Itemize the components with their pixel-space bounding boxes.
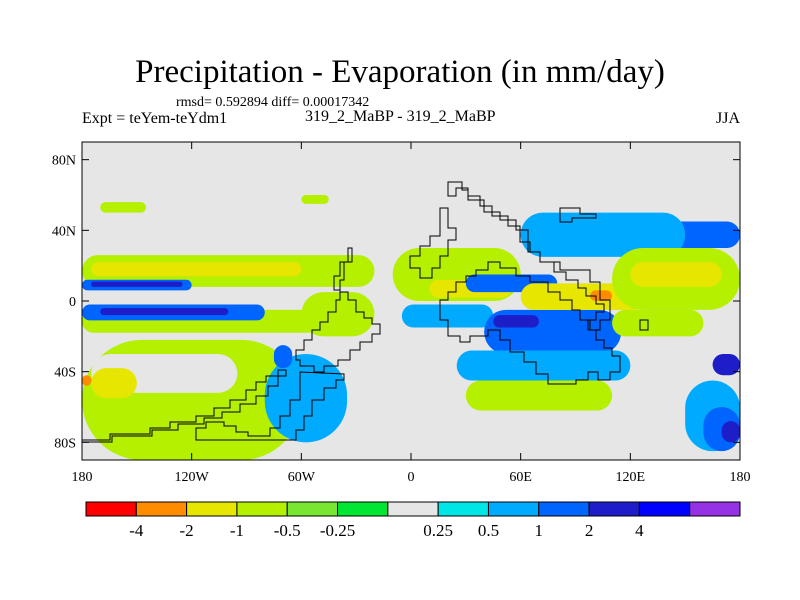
colorbar-swatch: [387, 501, 439, 517]
lon-tick-label: 180: [72, 470, 93, 485]
field-southeast-pacific-darkblue: [712, 354, 740, 376]
colorbar-swatch: [135, 501, 188, 517]
field-pacific-north-yellow: [630, 262, 722, 287]
rmsd-stats: rmsd= 0.592894 diff= 0.00017342: [176, 95, 370, 110]
lat-tick-label: 40S: [54, 366, 76, 381]
experiment-label: Expt = teYem-teYdm1: [82, 110, 228, 127]
colorbar-swatch: [487, 501, 540, 517]
field-indian-ocean-darkblue: [493, 315, 539, 328]
colorbar-label: -1: [230, 521, 244, 540]
colorbar-swatch: [236, 501, 288, 517]
field-south-pacific-yellow: [91, 368, 137, 399]
field-pacific-south-green: [612, 309, 704, 337]
lon-tick-label: 60E: [509, 470, 532, 485]
lat-tick-label: 80S: [54, 436, 76, 451]
season-label: JJA: [716, 110, 741, 127]
colorbar-swatch: [286, 501, 339, 517]
colorbar-label: -0.25: [320, 521, 355, 540]
lon-tick-label: 0: [408, 470, 415, 485]
field-south-pacific-orange: [82, 375, 92, 386]
field-north-atlantic-green: [301, 195, 329, 204]
field-north-asia-cyan: [520, 212, 686, 257]
lon-tick-label: 120E: [616, 470, 646, 485]
lon-tick-label: 180: [730, 470, 751, 485]
colorbar-label: 1: [535, 521, 544, 540]
lat-tick-label: 80N: [52, 154, 76, 169]
field-africa-cyan: [401, 304, 494, 328]
lat-tick-label: 40N: [52, 224, 76, 239]
colorbar-label: 0.25: [423, 521, 453, 540]
field-indian-ocean-green: [465, 380, 613, 411]
colorbar-swatch: [588, 501, 640, 517]
colorbar-swatch: [85, 501, 137, 517]
coastline-outline: [81, 181, 649, 443]
lon-tick-label: 120W: [175, 470, 210, 485]
colorbar-label: -0.5: [274, 521, 301, 540]
colorbar-swatch: [186, 501, 238, 517]
field-band-south-darkblue: [100, 308, 229, 316]
colorbar-swatch: [337, 501, 389, 517]
colorbar-swatch: [689, 501, 741, 517]
contour-fields: [82, 195, 740, 460]
field-band-north-darkblue: [91, 281, 183, 287]
colorbar-label: 0.5: [478, 521, 499, 540]
colorbar-swatch: [638, 501, 691, 517]
colorbar-swatch: [538, 501, 590, 517]
chart-title: Precipitation - Evaporation (in mm/day): [135, 54, 665, 90]
case-names-label: 319_2_MaBP - 319_2_MaBP: [305, 108, 496, 125]
colorbar-label: 2: [585, 521, 594, 540]
colorbar: -4 -2 -1 -0.5 -0.25 0.25 0.5 1 2 4: [85, 501, 741, 540]
field-north-pacific-green: [100, 202, 146, 213]
field-southeast-pacific-darkblue-2: [721, 421, 740, 443]
colorbar-label: -2: [180, 521, 194, 540]
field-south-america-cyan: [264, 354, 348, 443]
lon-tick-label: 60W: [288, 470, 316, 485]
field-south-america-blue: [273, 345, 293, 369]
field-band-north-yellow: [91, 262, 302, 277]
colorbar-label: 4: [635, 521, 644, 540]
colorbar-swatch: [437, 501, 489, 517]
map-axes: 80N 40N 0 40S 80S 180 120W 60W 0 60E 120E 180: [52, 142, 751, 485]
lat-tick-label: 0: [69, 295, 76, 310]
colorbar-label: -4: [129, 521, 144, 540]
field-indian-ocean-cyan: [456, 350, 631, 381]
